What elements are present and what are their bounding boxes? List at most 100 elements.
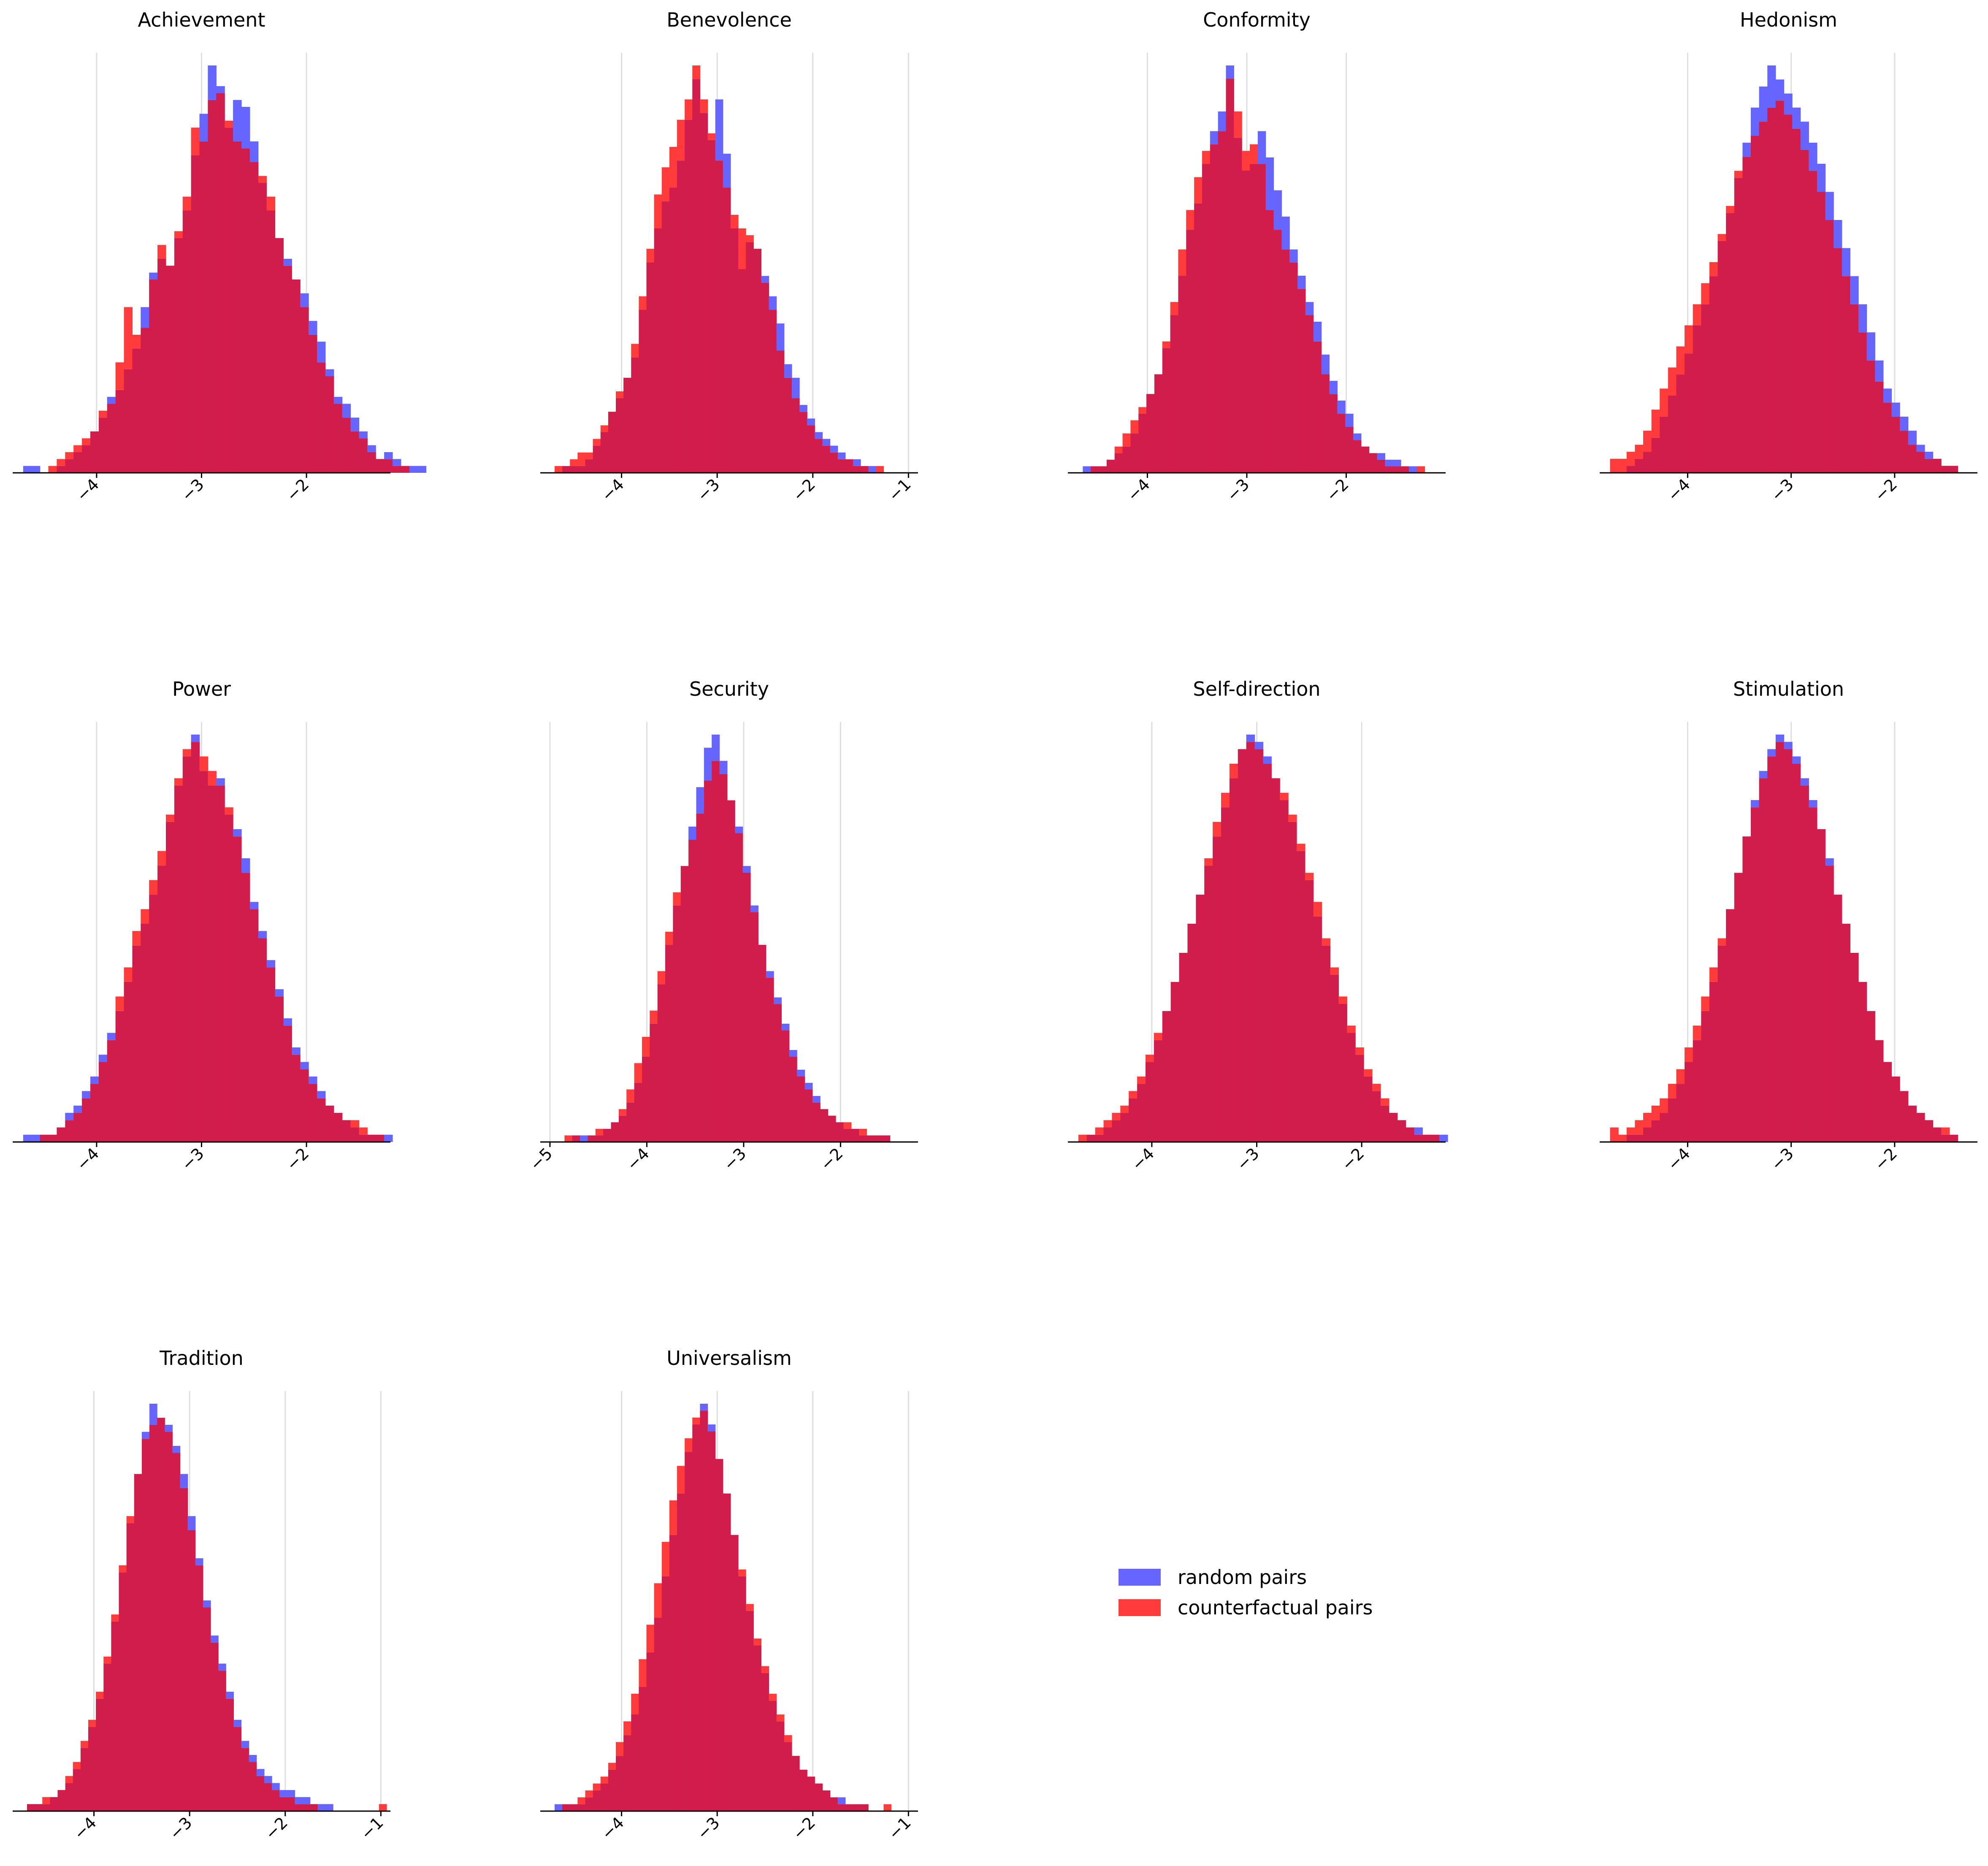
panel-tradition: −4 −3 −2 −1 Tradition bbox=[13, 1347, 390, 1843]
bar-overlap bbox=[577, 466, 586, 473]
bar-overlap bbox=[1129, 1098, 1138, 1142]
bar-counterfactual bbox=[1626, 452, 1635, 466]
bar-counterfactual bbox=[1154, 1033, 1163, 1040]
bar-random bbox=[283, 1018, 292, 1026]
bar-overlap bbox=[704, 780, 712, 1142]
legend-item-random: random pairs bbox=[1119, 1562, 1373, 1592]
bar-overlap bbox=[727, 800, 735, 1142]
bar-overlap bbox=[216, 785, 225, 1142]
bar-counterfactual bbox=[124, 967, 133, 982]
bar-counterfactual bbox=[657, 971, 666, 985]
x-tick-label: −4 bbox=[73, 1144, 103, 1174]
bar-overlap bbox=[249, 909, 259, 1142]
bar-random bbox=[107, 397, 116, 404]
bar-overlap bbox=[1271, 778, 1280, 1142]
bar-random bbox=[1210, 131, 1219, 144]
bar-counterfactual bbox=[654, 1583, 662, 1618]
bar-random bbox=[1800, 778, 1809, 786]
bar-overlap bbox=[1891, 1076, 1900, 1142]
x-tick-label: −2 bbox=[817, 1144, 847, 1174]
bar-overlap bbox=[859, 1135, 867, 1142]
x-tick-label: −3 bbox=[166, 1813, 196, 1843]
bar-counterfactual bbox=[673, 892, 681, 906]
bar-overlap bbox=[1751, 807, 1760, 1142]
bar-counterfactual bbox=[654, 194, 662, 228]
bar-overlap bbox=[82, 1098, 91, 1142]
bar-counterfactual bbox=[1204, 858, 1213, 866]
bar-overlap bbox=[593, 445, 601, 473]
x-tick-label: −4 bbox=[1664, 475, 1694, 505]
bar-overlap bbox=[258, 183, 267, 473]
bar-counterfactual bbox=[1668, 1084, 1677, 1098]
bar-overlap bbox=[812, 1102, 821, 1142]
bar-counterfactual bbox=[42, 1797, 50, 1804]
bar-counterfactual bbox=[1145, 1055, 1154, 1062]
bar-overlap bbox=[1792, 763, 1801, 1142]
bar-overlap bbox=[1858, 982, 1867, 1142]
bar-overlap bbox=[1933, 1127, 1942, 1142]
bar-random bbox=[707, 1424, 716, 1432]
bar-overlap bbox=[157, 1418, 165, 1811]
bar-overlap bbox=[1431, 1134, 1440, 1142]
bar-counterfactual bbox=[65, 452, 74, 459]
bar-overlap bbox=[1635, 1134, 1644, 1142]
bar-overlap bbox=[623, 1735, 631, 1811]
panel-benevolence: −4 −3 −2 −1 Benevolence bbox=[540, 8, 918, 505]
bar-random bbox=[797, 1069, 805, 1077]
bar-overlap bbox=[1106, 459, 1115, 473]
bar-overlap bbox=[1717, 945, 1726, 1142]
bar-random bbox=[417, 466, 427, 473]
legend-swatch-counterfactual bbox=[1119, 1599, 1161, 1616]
bar-overlap bbox=[292, 1055, 301, 1142]
bar-overlap bbox=[1122, 446, 1131, 473]
bar-counterfactual bbox=[1305, 873, 1314, 880]
bar-random bbox=[807, 418, 815, 426]
bar-overlap bbox=[1305, 315, 1314, 473]
bar-counterfactual bbox=[843, 1122, 852, 1129]
bar-overlap bbox=[1626, 1134, 1635, 1142]
bar-random bbox=[1414, 1127, 1423, 1135]
bar-random bbox=[195, 1558, 203, 1565]
bar-overlap bbox=[73, 1113, 82, 1142]
bar-random bbox=[317, 342, 326, 363]
bar-counterfactual bbox=[1330, 967, 1339, 975]
bar-random bbox=[1800, 122, 1809, 150]
bar-overlap bbox=[611, 1122, 619, 1142]
bar-random bbox=[1775, 79, 1785, 101]
bar-overlap bbox=[1137, 1084, 1146, 1142]
bar-overlap bbox=[241, 1748, 249, 1811]
bar-counterfactual bbox=[182, 196, 192, 211]
bar-overlap bbox=[1095, 1134, 1104, 1142]
bar-overlap bbox=[1643, 1127, 1652, 1142]
bar-overlap bbox=[654, 1618, 662, 1811]
bar-overlap bbox=[1250, 164, 1258, 473]
bar-overlap bbox=[634, 1082, 642, 1142]
bar-overlap bbox=[199, 141, 209, 473]
bar-random bbox=[367, 445, 376, 452]
bar-counterfactual bbox=[1643, 431, 1652, 452]
bar-overlap bbox=[367, 452, 376, 473]
bar-overlap bbox=[256, 1776, 265, 1811]
bar-counterfactual bbox=[1347, 1025, 1356, 1033]
bar-random bbox=[1263, 756, 1272, 764]
bar-overlap bbox=[1775, 742, 1785, 1142]
bar-random bbox=[350, 418, 360, 431]
bar-overlap bbox=[646, 1652, 655, 1811]
bar-counterfactual bbox=[700, 99, 708, 113]
bar-overlap bbox=[1162, 1011, 1171, 1142]
bar-random bbox=[1825, 858, 1834, 866]
bar-counterfactual bbox=[1137, 1076, 1146, 1084]
x-tick-label: −2 bbox=[261, 1813, 291, 1843]
bar-overlap bbox=[300, 307, 309, 473]
bar-overlap bbox=[1273, 230, 1282, 473]
bar-overlap bbox=[1393, 466, 1401, 473]
bar-overlap bbox=[1280, 800, 1289, 1142]
bar-random bbox=[1254, 742, 1264, 749]
panel-self-direction: −4 −3 −2 Self-direction bbox=[1068, 678, 1448, 1174]
bar-overlap bbox=[233, 1727, 242, 1811]
legend: random pairs counterfactual pairs bbox=[1119, 1562, 1373, 1623]
bar-counterfactual bbox=[776, 1714, 785, 1722]
bar-counterfactual bbox=[650, 1010, 658, 1024]
panel-title: Tradition bbox=[159, 1347, 244, 1370]
bar-counterfactual bbox=[73, 1762, 81, 1769]
